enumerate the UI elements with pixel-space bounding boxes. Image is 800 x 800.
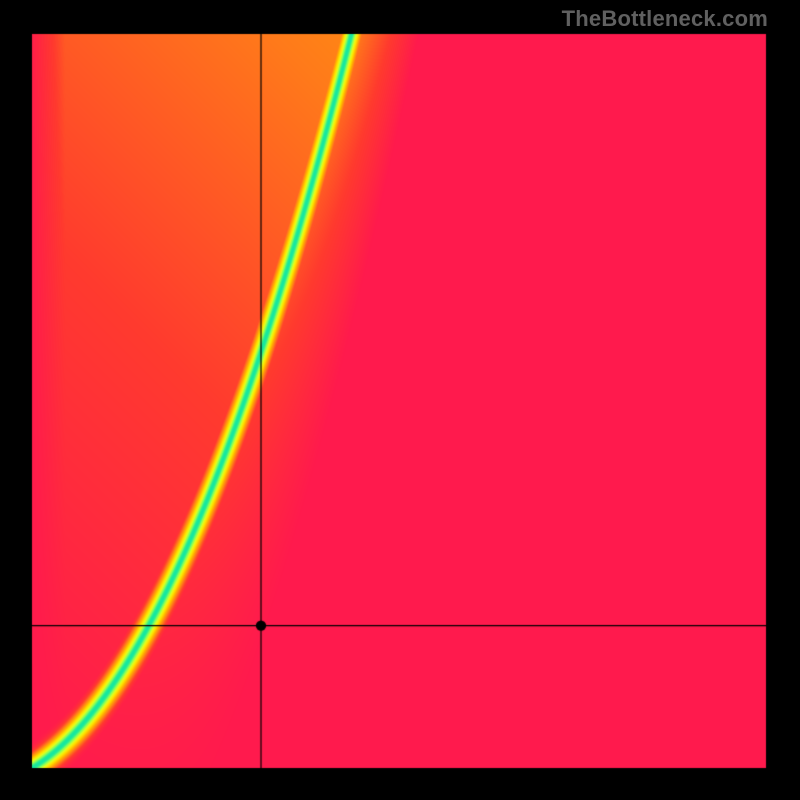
watermark-text: TheBottleneck.com: [562, 6, 768, 32]
bottleneck-heatmap: [0, 0, 800, 800]
